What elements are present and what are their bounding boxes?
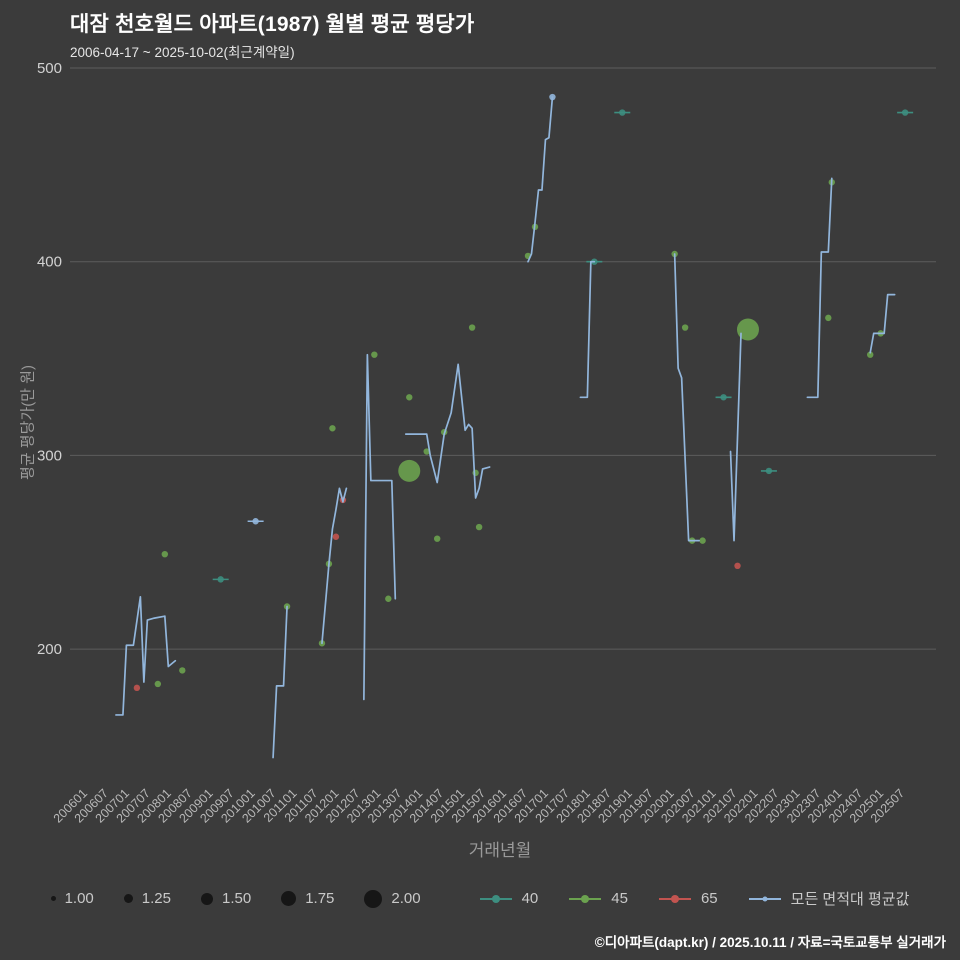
avg-line-segment [729,332,742,542]
legend-size-item: 1.75 [281,890,334,907]
series-모든 면적대 평균값 [115,93,896,759]
data-point[interactable] [549,93,556,101]
legend-size-item: 2.00 [364,889,421,908]
legend-series-item[interactable]: 40 [479,890,539,907]
data-point[interactable] [720,394,727,401]
size-dot-icon [364,889,383,908]
data-point[interactable] [468,324,476,331]
legend-size-label: 1.75 [305,890,335,907]
legend-marker-icon [479,894,512,903]
data-point[interactable] [434,535,441,542]
legend-series-label: 40 [521,890,539,907]
series-65 [133,496,741,692]
legend-size-label: 2.00 [391,890,421,907]
size-dot-icon [50,896,56,901]
avg-line-segment [363,353,397,701]
data-point[interactable] [154,680,162,688]
avg-line-segment [115,595,177,716]
chart-title: 대잠 천호월드 아파트(1987) 월별 평균 평당가 [70,13,475,36]
avg-line-segment [272,605,288,759]
legend-series-item[interactable]: 45 [568,890,628,907]
legend-marker-icon [748,896,781,901]
data-point[interactable] [179,667,186,674]
legend-size-label: 1.00 [64,890,94,907]
series-45 [154,179,884,688]
data-point[interactable] [825,314,832,322]
data-point[interactable] [385,595,392,602]
avg-line-segment [404,363,491,499]
chart-subtitle: 2006-04-17 ~ 2025-10-02(최근계약일) [70,45,295,60]
legend-series-group: 40 45 65 모든 면적대 평균값 [479,888,910,909]
avg-line-segment [806,177,833,399]
data-point[interactable] [217,576,224,583]
y-tick-label: 300 [37,447,62,464]
data-point[interactable] [133,684,141,692]
legend-marker-icon [658,894,691,903]
data-point[interactable] [332,533,340,540]
data-point[interactable] [252,518,259,525]
y-tick-label: 500 [37,60,62,77]
legend-series-label: 45 [611,890,628,907]
credit-footer: ©디아파트(dapt.kr) / 2025.10.11 / 자료=국토교통부 실… [594,935,946,950]
data-point[interactable] [867,351,874,358]
data-point[interactable] [681,324,689,331]
data-point[interactable] [329,425,336,432]
data-point[interactable] [398,459,421,482]
size-dot-icon [123,894,133,903]
legend-size-item: 1.00 [50,890,94,907]
data-point[interactable] [475,523,483,531]
data-point[interactable] [765,467,773,475]
data-point[interactable] [734,562,741,570]
series-40 [212,109,914,583]
y-axis-label: 평균 평당가(만 원) [19,365,37,480]
data-point[interactable] [406,394,413,401]
avg-line-segment [321,487,348,645]
data-point[interactable] [423,448,430,455]
legend-marker-icon [569,894,602,903]
legend-series-item[interactable]: 모든 면적대 평균값 [748,888,910,909]
legend: 1.00 1.25 1.50 1.75 2.00 40 45 65 모든 면적대 평균값 [0,888,960,909]
legend-size-item: 1.25 [123,890,171,907]
data-point[interactable] [901,109,909,116]
legend-series-label: 모든 면적대 평균값 [790,891,910,908]
legend-size-label: 1.25 [141,890,171,907]
legend-series-item[interactable]: 65 [658,890,718,907]
y-tick-label: 200 [37,641,62,658]
legend-size-item: 1.50 [200,890,252,907]
avg-line-segment [579,260,596,399]
data-point[interactable] [619,109,626,116]
data-point[interactable] [699,537,706,544]
data-point[interactable] [736,318,759,341]
data-point[interactable] [161,550,169,558]
data-point[interactable] [472,469,479,477]
data-point[interactable] [371,351,378,358]
size-dot-icon [281,891,297,906]
avg-line-segment [869,293,896,354]
y-tick-label: 400 [37,254,62,271]
avg-line-segment [673,253,700,542]
avg-line-segment [527,96,554,263]
legend-size-group: 1.00 1.25 1.50 1.75 2.00 [50,889,421,908]
legend-size-label: 1.50 [221,890,252,907]
legend-series-label: 65 [700,890,718,907]
x-axis-label: 거래년월 [468,841,532,860]
size-dot-icon [200,892,213,905]
